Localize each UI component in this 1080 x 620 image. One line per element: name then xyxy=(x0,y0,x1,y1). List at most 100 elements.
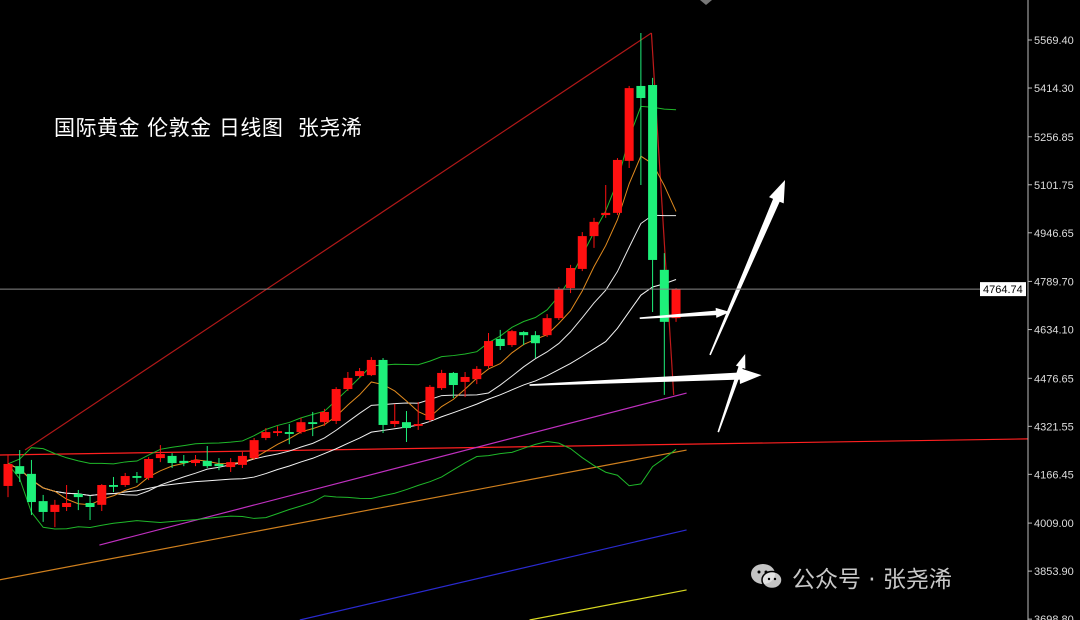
candle-body xyxy=(612,159,622,213)
candle-body xyxy=(132,476,142,478)
candle xyxy=(355,367,365,378)
candle xyxy=(530,331,540,359)
candle xyxy=(472,366,482,385)
candle xyxy=(97,484,107,512)
candle xyxy=(273,426,283,437)
y-axis-ticks: 5569.40 5414.30 5256.85 5101.75 4946.65 4789.… xyxy=(1028,35,1074,620)
candle xyxy=(507,329,517,347)
candle-body xyxy=(191,459,201,464)
scroll-marker-icon[interactable] xyxy=(700,0,712,5)
candle-body xyxy=(62,502,72,507)
arrow-shape xyxy=(709,180,786,356)
candle-body xyxy=(366,359,376,376)
candle xyxy=(484,333,494,368)
candle-body xyxy=(448,372,458,386)
candle xyxy=(308,411,318,437)
y-tick-label: 4946.65 xyxy=(1034,228,1074,240)
candle xyxy=(331,387,341,425)
candle-body xyxy=(648,85,658,260)
candle xyxy=(120,472,130,487)
watermark-text: 公众号 · 张尧浠 xyxy=(792,567,952,593)
candle-body xyxy=(261,432,271,438)
candle-body xyxy=(671,289,681,319)
annotation-arrow xyxy=(639,307,730,319)
candle xyxy=(624,85,634,168)
y-tick-label: 3853.90 xyxy=(1034,566,1074,578)
candle-body xyxy=(566,267,576,289)
candle-body xyxy=(542,318,552,336)
candle xyxy=(26,459,36,516)
candle-body xyxy=(413,424,423,426)
candle xyxy=(202,446,212,468)
annotation-arrow xyxy=(709,180,786,356)
y-tick-label: 5256.85 xyxy=(1034,132,1074,144)
candle-body xyxy=(636,85,646,99)
candle-body xyxy=(308,422,318,425)
last-price-label: 4764.74 xyxy=(980,282,1026,297)
candle-body xyxy=(202,460,212,467)
candle xyxy=(85,495,95,520)
trend-line xyxy=(0,438,1028,456)
y-tick-label: 4789.70 xyxy=(1034,276,1074,288)
wechat-icon xyxy=(751,564,783,590)
arrow-shape xyxy=(529,368,762,386)
candle-body xyxy=(519,332,529,336)
chart-title: 国际黄金 伦敦金 日线图 张尧浠 xyxy=(54,116,363,140)
y-tick-label: 4009.00 xyxy=(1034,518,1074,530)
candle xyxy=(542,314,552,338)
candle-body xyxy=(437,372,447,389)
candle xyxy=(179,454,189,467)
candle xyxy=(425,385,435,422)
y-tick-label: 4321.55 xyxy=(1034,421,1074,433)
candle xyxy=(589,217,599,248)
y-tick-label: 4476.65 xyxy=(1034,373,1074,385)
candle xyxy=(319,408,329,426)
candle-body xyxy=(296,422,306,433)
candle xyxy=(566,264,576,294)
bollinger-upper-line xyxy=(7,105,677,465)
candle-body xyxy=(15,466,25,474)
y-tick-label: 5101.75 xyxy=(1034,180,1074,192)
candle-body xyxy=(226,462,236,468)
candle-body xyxy=(319,411,329,423)
candle xyxy=(636,33,646,186)
y-tick-label: 5569.40 xyxy=(1034,35,1074,47)
candle xyxy=(167,453,177,468)
candle xyxy=(132,472,142,483)
candle-body xyxy=(601,212,611,216)
ma-slow-line xyxy=(7,279,677,496)
last-price-text: 4764.74 xyxy=(983,284,1023,296)
candle xyxy=(249,437,259,460)
candles xyxy=(3,33,681,528)
candle xyxy=(390,403,400,428)
candle xyxy=(648,77,658,312)
candle-body xyxy=(659,269,669,322)
candle-body xyxy=(624,88,634,161)
candle-body xyxy=(284,432,294,434)
candle xyxy=(577,232,587,272)
candle xyxy=(519,331,529,346)
candle xyxy=(413,402,423,430)
trend-line xyxy=(529,589,687,620)
watermark: 公众号 · 张尧浠 xyxy=(750,560,952,594)
candle xyxy=(366,357,376,377)
candle xyxy=(284,424,294,445)
arrow-shape xyxy=(639,307,730,319)
candle-body xyxy=(50,504,60,512)
candle xyxy=(448,372,458,399)
trend-line xyxy=(24,32,652,451)
candle xyxy=(495,329,505,351)
ma-mid-line xyxy=(7,214,677,496)
candle xyxy=(38,494,48,522)
candle xyxy=(554,287,564,320)
candle-body xyxy=(507,331,517,346)
candle-body xyxy=(355,371,365,377)
candle-body xyxy=(472,368,482,380)
candle xyxy=(460,372,470,398)
candle-body xyxy=(237,455,247,465)
indicator-lines xyxy=(7,105,677,530)
candle xyxy=(15,450,25,482)
candle xyxy=(378,358,388,434)
candle xyxy=(214,458,224,471)
